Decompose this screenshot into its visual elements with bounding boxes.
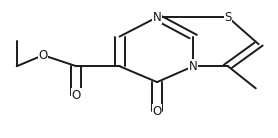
Text: O: O: [72, 89, 81, 102]
Text: O: O: [38, 49, 48, 62]
Text: N: N: [153, 11, 162, 24]
Text: O: O: [152, 105, 162, 118]
Text: N: N: [189, 60, 198, 73]
Text: S: S: [224, 11, 232, 24]
